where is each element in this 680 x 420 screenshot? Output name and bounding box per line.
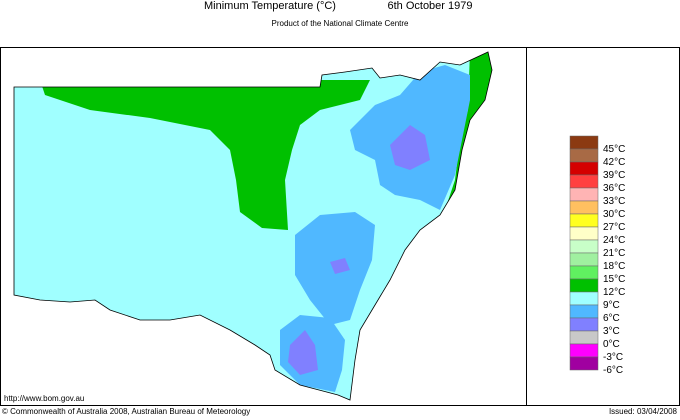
- legend-swatch: [569, 148, 599, 163]
- legend-label: 15°C: [603, 274, 625, 285]
- legend-label: -3°C: [603, 352, 623, 363]
- url: http://www.bom.gov.au: [4, 394, 84, 403]
- legend-swatch: [569, 213, 599, 228]
- legend-label: 6°C: [603, 313, 620, 324]
- legend-label: 27°C: [603, 222, 625, 233]
- legend-label: 42°C: [603, 157, 625, 168]
- legend-label: 3°C: [603, 326, 620, 337]
- legend-swatch: [569, 174, 599, 189]
- legend-swatch: [569, 356, 599, 371]
- legend-swatch: [569, 200, 599, 215]
- copyright: © Commonwealth of Australia 2008, Austra…: [2, 407, 250, 416]
- legend: 45°C 42°C 39°C 36°C 33°C 30°C 27°C 24°C 21°C 18°C…: [569, 135, 625, 376]
- legend-label: 33°C: [603, 196, 625, 207]
- legend-label: 9°C: [603, 300, 620, 311]
- legend-label: 36°C: [603, 183, 625, 194]
- legend-label: 0°C: [603, 339, 620, 350]
- legend-swatch: [569, 239, 599, 254]
- legend-swatch: [569, 252, 599, 267]
- legend-swatch: [569, 291, 599, 306]
- date: 6th October 1979: [387, 0, 472, 12]
- map-regions: [14, 52, 492, 400]
- title: Minimum Temperature (°C): [204, 0, 336, 12]
- legend-swatch: [569, 265, 599, 280]
- issued: Issued: 03/04/2008: [609, 407, 678, 416]
- legend-swatch: [569, 135, 599, 150]
- legend-label: 21°C: [603, 248, 625, 259]
- legend-label: 30°C: [603, 209, 625, 220]
- legend-swatch: [569, 278, 599, 293]
- legend-label: -6°C: [603, 365, 623, 376]
- legend-swatch: [569, 187, 599, 202]
- legend-swatch: [569, 304, 599, 319]
- subtitle: Product of the National Climate Centre: [272, 19, 410, 28]
- legend-label: 24°C: [603, 235, 625, 246]
- legend-label: 12°C: [603, 287, 625, 298]
- legend-swatch: [569, 226, 599, 241]
- legend-swatch: [569, 161, 599, 176]
- legend-label: 39°C: [603, 170, 625, 181]
- legend-label: 18°C: [603, 261, 625, 272]
- legend-swatch: [569, 343, 599, 358]
- legend-swatch: [569, 317, 599, 332]
- legend-label: 45°C: [603, 144, 625, 155]
- legend-swatch: [569, 330, 599, 345]
